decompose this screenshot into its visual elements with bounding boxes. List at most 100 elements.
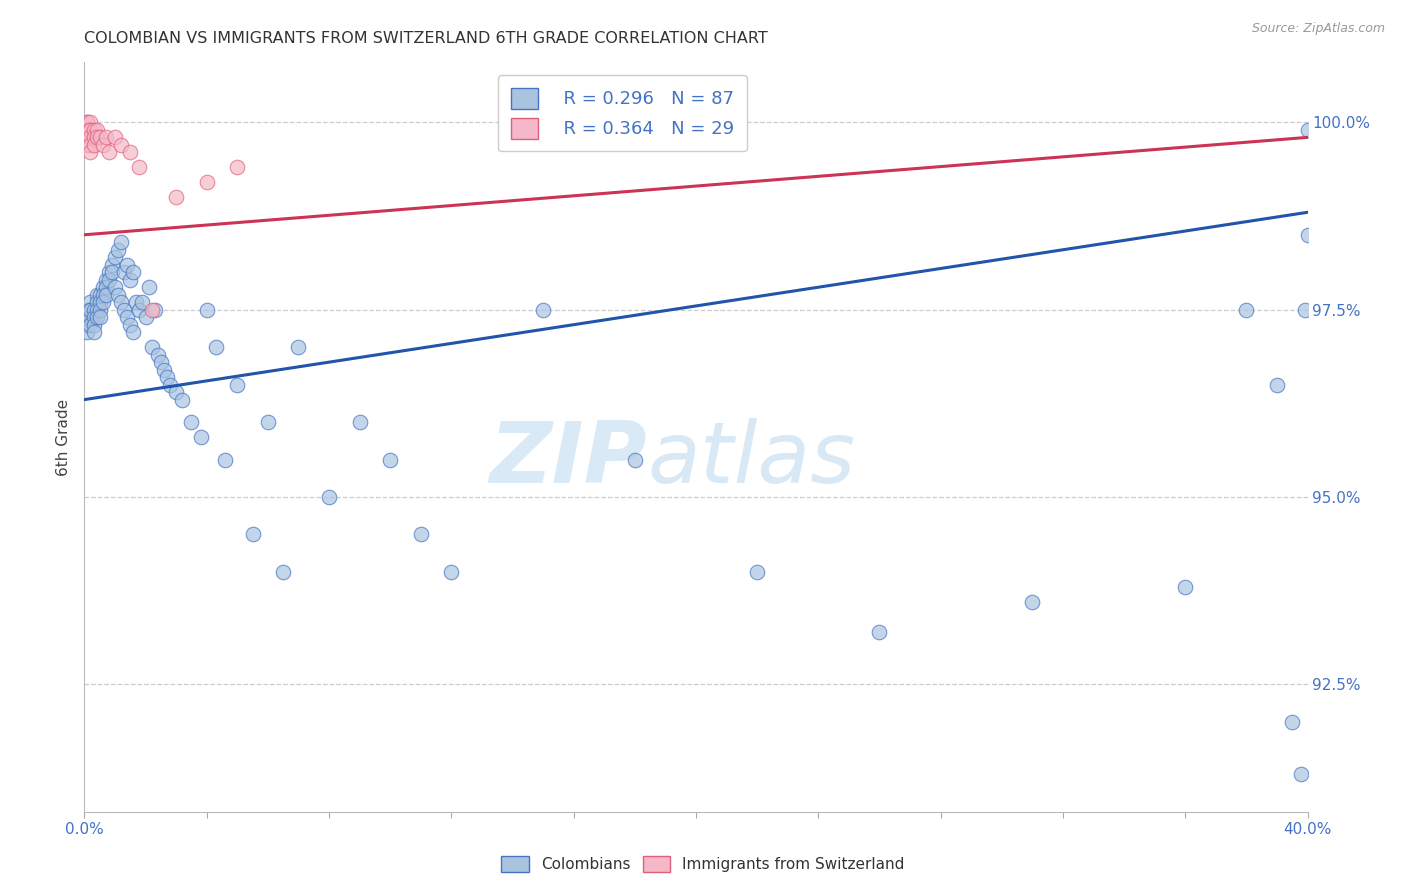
Point <box>89 310 111 325</box>
Point <box>409 527 432 541</box>
Point <box>91 280 114 294</box>
Point <box>94 287 117 301</box>
Point <box>79 318 101 332</box>
Point <box>107 287 129 301</box>
Point <box>104 130 127 145</box>
Text: ZIP: ZIP <box>489 418 647 501</box>
Point <box>165 385 187 400</box>
Point <box>141 302 163 317</box>
Point <box>226 161 249 175</box>
Point <box>83 302 105 317</box>
Point <box>76 123 98 137</box>
Point <box>624 452 647 467</box>
Point <box>531 302 554 317</box>
Point <box>112 265 135 279</box>
Point <box>79 310 101 325</box>
Point <box>79 123 101 137</box>
Point <box>141 340 163 354</box>
Point <box>79 302 101 317</box>
Point <box>110 235 132 250</box>
Point <box>226 377 249 392</box>
Point <box>349 415 371 429</box>
Point <box>214 452 236 467</box>
Legend:   R = 0.296   N = 87,   R = 0.364   N = 29: R = 0.296 N = 87, R = 0.364 N = 29 <box>498 75 747 152</box>
Point <box>380 452 402 467</box>
Point <box>195 302 218 317</box>
Point <box>86 310 108 325</box>
Point <box>83 318 105 332</box>
Point <box>156 370 179 384</box>
Point <box>89 302 111 317</box>
Point <box>122 265 145 279</box>
Point <box>101 258 124 272</box>
Point <box>149 355 172 369</box>
Point <box>104 280 127 294</box>
Point <box>76 115 98 129</box>
Point <box>271 565 294 579</box>
Point <box>79 295 101 310</box>
Point <box>107 243 129 257</box>
Point <box>89 295 111 310</box>
Point <box>94 280 117 294</box>
Point <box>138 280 160 294</box>
Point <box>83 130 105 145</box>
Text: atlas: atlas <box>647 418 855 501</box>
Point <box>257 415 280 429</box>
Point <box>1236 302 1258 317</box>
Point <box>83 325 105 339</box>
Point <box>86 123 108 137</box>
Point <box>172 392 194 407</box>
Point <box>128 161 150 175</box>
Point <box>76 310 98 325</box>
Point <box>115 310 138 325</box>
Point <box>97 265 120 279</box>
Point <box>101 265 124 279</box>
Point <box>1021 595 1043 609</box>
Point <box>146 348 169 362</box>
Y-axis label: 6th Grade: 6th Grade <box>56 399 72 475</box>
Point <box>86 287 108 301</box>
Point <box>79 123 101 137</box>
Point <box>159 377 181 392</box>
Point <box>1296 123 1319 137</box>
Point <box>1294 302 1316 317</box>
Point <box>79 302 101 317</box>
Point <box>79 137 101 152</box>
Point <box>91 137 114 152</box>
Point <box>89 287 111 301</box>
Point <box>79 115 101 129</box>
Point <box>1174 580 1197 594</box>
Point <box>128 302 150 317</box>
Point <box>318 490 340 504</box>
Point <box>76 325 98 339</box>
Point <box>180 415 202 429</box>
Point <box>153 362 176 376</box>
Point <box>120 273 142 287</box>
Point <box>94 130 117 145</box>
Point <box>1281 714 1303 729</box>
Point <box>1296 227 1319 242</box>
Point <box>79 130 101 145</box>
Point <box>86 295 108 310</box>
Point <box>76 302 98 317</box>
Point <box>120 318 142 332</box>
Point <box>125 295 148 310</box>
Point <box>83 137 105 152</box>
Point <box>190 430 212 444</box>
Point <box>115 258 138 272</box>
Point <box>83 310 105 325</box>
Text: Source: ZipAtlas.com: Source: ZipAtlas.com <box>1251 22 1385 36</box>
Point <box>104 250 127 264</box>
Point <box>76 318 98 332</box>
Point <box>143 302 166 317</box>
Point <box>110 137 132 152</box>
Point <box>76 115 98 129</box>
Point <box>120 145 142 160</box>
Point <box>195 175 218 189</box>
Point <box>112 302 135 317</box>
Point <box>1291 767 1313 781</box>
Point <box>86 130 108 145</box>
Point <box>76 137 98 152</box>
Point <box>165 190 187 204</box>
Point <box>97 145 120 160</box>
